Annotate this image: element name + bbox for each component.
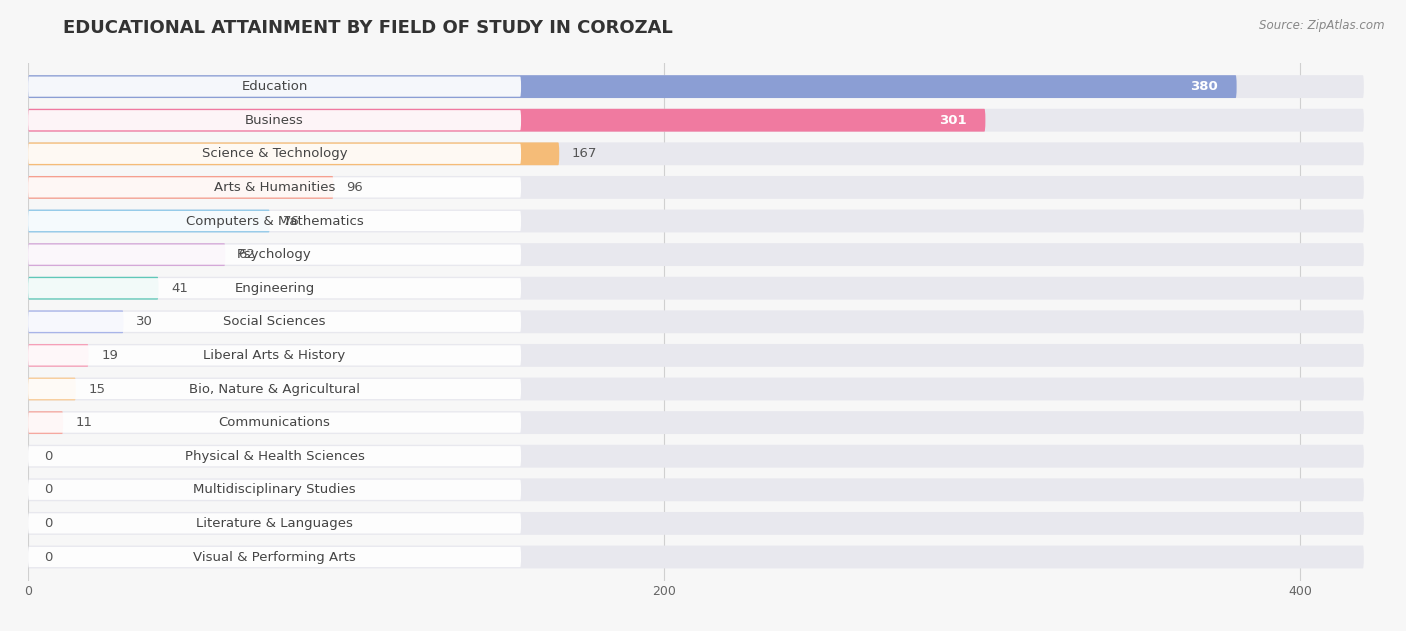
FancyBboxPatch shape (28, 144, 522, 164)
Text: 0: 0 (44, 483, 52, 497)
Text: 0: 0 (44, 550, 52, 563)
Text: 301: 301 (939, 114, 966, 127)
FancyBboxPatch shape (28, 209, 270, 232)
Text: 11: 11 (76, 416, 93, 429)
Text: Multidisciplinary Studies: Multidisciplinary Studies (193, 483, 356, 497)
FancyBboxPatch shape (28, 243, 1364, 266)
Text: Visual & Performing Arts: Visual & Performing Arts (193, 550, 356, 563)
FancyBboxPatch shape (28, 411, 1364, 434)
FancyBboxPatch shape (28, 344, 89, 367)
Text: 62: 62 (238, 248, 254, 261)
Text: Literature & Languages: Literature & Languages (197, 517, 353, 530)
FancyBboxPatch shape (28, 75, 1237, 98)
FancyBboxPatch shape (28, 377, 1364, 401)
Text: 167: 167 (572, 147, 598, 160)
Text: 19: 19 (101, 349, 118, 362)
Text: Engineering: Engineering (235, 281, 315, 295)
Text: Science & Technology: Science & Technology (202, 147, 347, 160)
Text: Social Sciences: Social Sciences (224, 316, 326, 328)
Text: 76: 76 (283, 215, 299, 228)
Text: Education: Education (242, 80, 308, 93)
FancyBboxPatch shape (28, 245, 522, 264)
FancyBboxPatch shape (28, 445, 1364, 468)
FancyBboxPatch shape (28, 277, 159, 300)
Text: 0: 0 (44, 517, 52, 530)
FancyBboxPatch shape (28, 277, 1364, 300)
FancyBboxPatch shape (28, 344, 1364, 367)
Text: 0: 0 (44, 450, 52, 463)
FancyBboxPatch shape (28, 75, 1364, 98)
FancyBboxPatch shape (28, 76, 522, 97)
FancyBboxPatch shape (28, 478, 1364, 501)
FancyBboxPatch shape (28, 177, 522, 198)
FancyBboxPatch shape (28, 312, 522, 332)
FancyBboxPatch shape (28, 512, 1364, 535)
FancyBboxPatch shape (28, 310, 1364, 333)
Text: Psychology: Psychology (238, 248, 312, 261)
FancyBboxPatch shape (28, 176, 333, 199)
FancyBboxPatch shape (28, 211, 522, 231)
FancyBboxPatch shape (28, 547, 522, 567)
Text: 380: 380 (1189, 80, 1218, 93)
Text: Arts & Humanities: Arts & Humanities (214, 181, 335, 194)
FancyBboxPatch shape (28, 243, 225, 266)
FancyBboxPatch shape (28, 413, 522, 433)
FancyBboxPatch shape (28, 514, 522, 533)
Text: Source: ZipAtlas.com: Source: ZipAtlas.com (1260, 19, 1385, 32)
FancyBboxPatch shape (28, 143, 560, 165)
FancyBboxPatch shape (28, 480, 522, 500)
Text: Computers & Mathematics: Computers & Mathematics (186, 215, 364, 228)
Text: Bio, Nature & Agricultural: Bio, Nature & Agricultural (188, 382, 360, 396)
FancyBboxPatch shape (28, 110, 522, 130)
Text: EDUCATIONAL ATTAINMENT BY FIELD OF STUDY IN COROZAL: EDUCATIONAL ATTAINMENT BY FIELD OF STUDY… (63, 19, 673, 37)
FancyBboxPatch shape (28, 143, 1364, 165)
FancyBboxPatch shape (28, 278, 522, 298)
FancyBboxPatch shape (28, 345, 522, 365)
Text: 30: 30 (136, 316, 153, 328)
FancyBboxPatch shape (28, 377, 76, 401)
FancyBboxPatch shape (28, 546, 1364, 569)
FancyBboxPatch shape (28, 209, 1364, 232)
FancyBboxPatch shape (28, 411, 63, 434)
Text: 41: 41 (172, 281, 188, 295)
Text: Business: Business (245, 114, 304, 127)
Text: Physical & Health Sciences: Physical & Health Sciences (184, 450, 364, 463)
FancyBboxPatch shape (28, 310, 124, 333)
FancyBboxPatch shape (28, 176, 1364, 199)
FancyBboxPatch shape (28, 109, 986, 132)
FancyBboxPatch shape (28, 446, 522, 466)
FancyBboxPatch shape (28, 379, 522, 399)
Text: 96: 96 (346, 181, 363, 194)
Text: 15: 15 (89, 382, 105, 396)
Text: Communications: Communications (219, 416, 330, 429)
FancyBboxPatch shape (28, 109, 1364, 132)
Text: Liberal Arts & History: Liberal Arts & History (204, 349, 346, 362)
